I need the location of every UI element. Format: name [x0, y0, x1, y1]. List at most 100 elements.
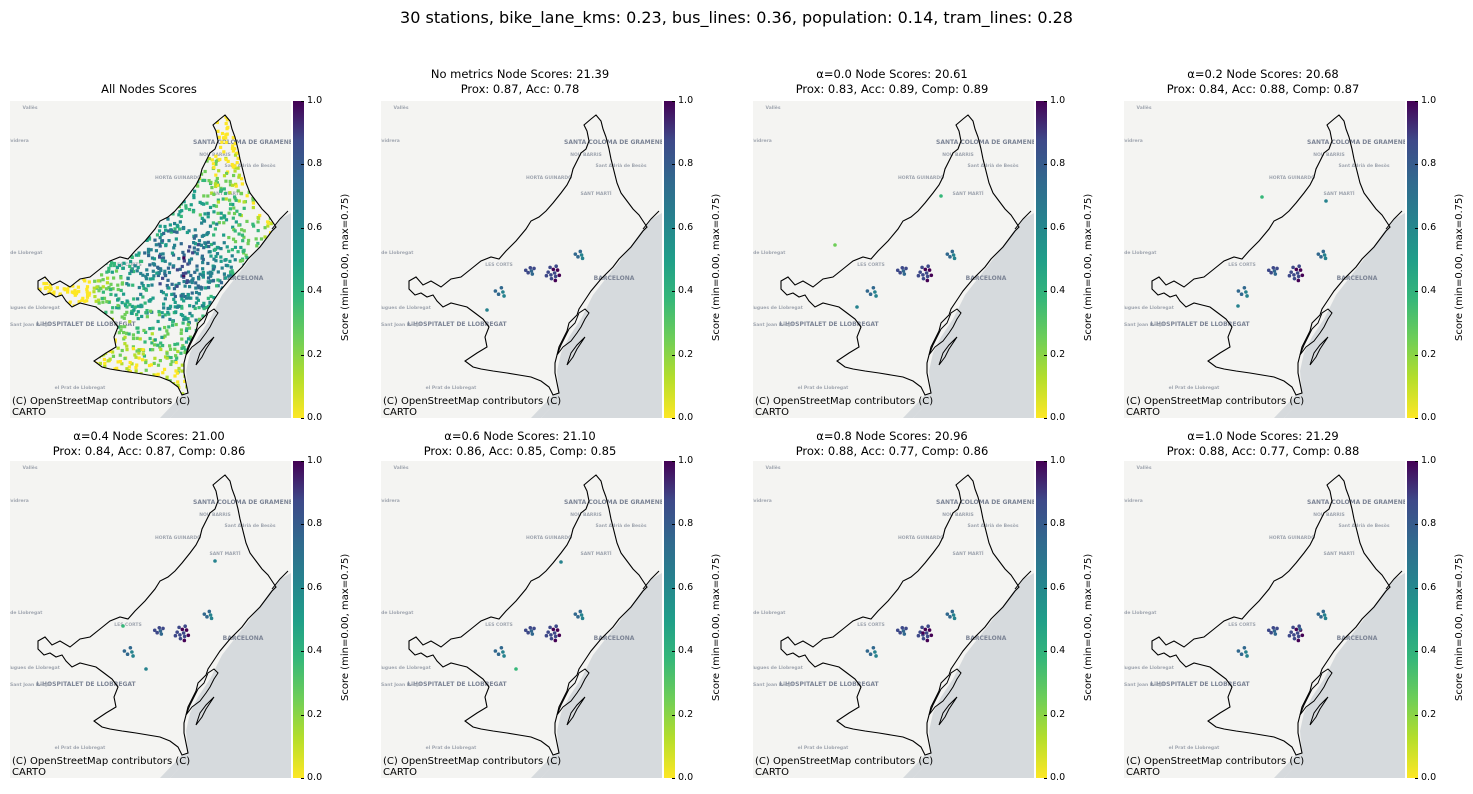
basemap-label: Vallvidrera: [381, 498, 400, 504]
node-score-point: [165, 351, 169, 355]
node-score-point: [172, 292, 176, 296]
colorbar-tick-label: 1.0: [1421, 95, 1437, 106]
panel-title-line1: α=0.2 Node Scores: 20.68: [1187, 67, 1339, 81]
basemap-svg: SANTA COLOMA DE GRAMENET BARCELONA L'HOSPI…: [753, 101, 1034, 418]
node-score-point: [148, 336, 152, 341]
node-score-point: [235, 161, 239, 165]
node-score-point: [232, 195, 237, 199]
panel-title-line1: α=1.0 Node Scores: 21.29: [1187, 429, 1339, 443]
node-score-point: [220, 266, 224, 270]
colorbar-tick-label: 0.2: [678, 348, 694, 360]
node-score-point: [200, 221, 204, 225]
basemap-label: SANTA COLOMA DE GRAMENET: [193, 139, 291, 146]
station-point: [580, 256, 585, 261]
map-attribution: (C) OpenStreetMap contributors (C) CARTO: [383, 396, 561, 418]
node-score-point: [184, 271, 188, 275]
node-score-point: [168, 344, 172, 348]
colorbar-tick: 0.4: [1414, 286, 1436, 296]
panel-title-line1: No metrics Node Scores: 21.39: [430, 67, 610, 81]
node-score-point: [186, 322, 190, 327]
station-point: [552, 631, 557, 635]
station-point: [155, 630, 159, 635]
colorbar-label: Score (min=0.00, max=0.75): [711, 553, 722, 701]
colorbar-tick: 0.4: [671, 286, 693, 296]
basemap-label: Sant Adrià de Besòs: [967, 522, 1018, 529]
node-score-point: [134, 365, 138, 370]
station-point: [499, 285, 504, 290]
basemap-label: Sant Adrià de Besòs: [224, 162, 275, 169]
node-score-point: [111, 354, 116, 358]
node-score-point: [174, 354, 178, 358]
node-score-point: [166, 229, 170, 233]
node-score-point: [215, 284, 219, 288]
node-score-point: [254, 237, 258, 241]
node-score-point: [175, 305, 179, 309]
node-score-point: [224, 179, 228, 183]
node-score-point: [211, 162, 216, 166]
node-score-point: [209, 294, 213, 299]
panel-title: α=0.2 Node Scores: 20.68 Prox: 0.84, Acc:…: [1124, 67, 1402, 97]
attribution-line1: (C) OpenStreetMap contributors (C): [383, 756, 562, 767]
panel-title-line2: Prox: 0.87, Acc: 0.78: [460, 82, 580, 96]
panel-title: α=0.0 Node Scores: 20.61 Prox: 0.83, Acc:…: [753, 67, 1031, 97]
node-score-point: [82, 277, 86, 281]
node-score-point: [190, 291, 194, 295]
node-score-point: [176, 380, 180, 384]
colorbar-tick-label: 1.0: [1050, 455, 1066, 466]
basemap-label: Vallès: [765, 464, 780, 471]
node-score-point: [52, 290, 56, 294]
node-score-point: [107, 285, 111, 290]
node-score-point: [194, 301, 199, 305]
node-score-point: [238, 213, 242, 217]
colorbar-tick-label: 0.0: [307, 412, 323, 423]
node-score-point: [210, 191, 214, 195]
node-score-point: [126, 276, 130, 281]
node-score-point: [242, 206, 246, 210]
node-score-point: [187, 326, 192, 330]
node-score-point: [213, 247, 218, 251]
node-score-point: [148, 277, 152, 281]
station-point: [579, 253, 584, 257]
basemap-label: SANTA COLOMA DE GRAMENET: [936, 139, 1034, 146]
node-score-point: [178, 220, 182, 224]
node-score-point: [194, 234, 198, 238]
node-score-point: [182, 253, 186, 257]
basemap-label: HORTA GUINARDÓ: [526, 174, 572, 181]
node-score-point: [167, 286, 171, 290]
node-score-point: [149, 248, 153, 252]
node-score-point: [228, 179, 232, 184]
node-score-point: [115, 306, 119, 310]
node-score-point: [136, 304, 141, 308]
node-score-point: [173, 294, 177, 299]
node-score-point: [156, 265, 160, 269]
node-score-point: [105, 281, 110, 285]
station-point: [555, 268, 560, 272]
station-point: [1242, 645, 1247, 650]
station-point: [1297, 624, 1301, 629]
node-score-point: [141, 352, 145, 356]
map-panel: SANTA COLOMA DE GRAMENET BARCELONA L'HOSPI…: [381, 461, 662, 778]
colorbar-label: Score (min=0.00, max=0.75): [1454, 553, 1465, 701]
node-score-point: [240, 182, 244, 186]
node-score-point: [233, 258, 237, 262]
node-score-point: [227, 235, 231, 240]
node-score-point: [183, 379, 187, 384]
node-score-point: [224, 115, 228, 119]
port-outline: [928, 668, 962, 726]
basemap-label: Esplugues de Llobregat: [753, 665, 804, 671]
node-score-point: [122, 330, 126, 335]
station-point: [898, 630, 902, 635]
basemap-label: NOU BARRIS: [570, 512, 602, 518]
node-score-point: [171, 320, 175, 324]
city-boundary: [780, 114, 1020, 396]
node-score-point: [231, 216, 235, 220]
station-point: [144, 667, 148, 671]
node-score-point: [194, 281, 198, 285]
node-score-point: [174, 322, 178, 327]
node-score-point: [207, 156, 211, 161]
node-score-point: [163, 272, 167, 276]
node-score-point: [256, 229, 260, 233]
station-point: [549, 276, 554, 281]
coastline: [271, 210, 289, 230]
node-score-point: [144, 275, 148, 279]
